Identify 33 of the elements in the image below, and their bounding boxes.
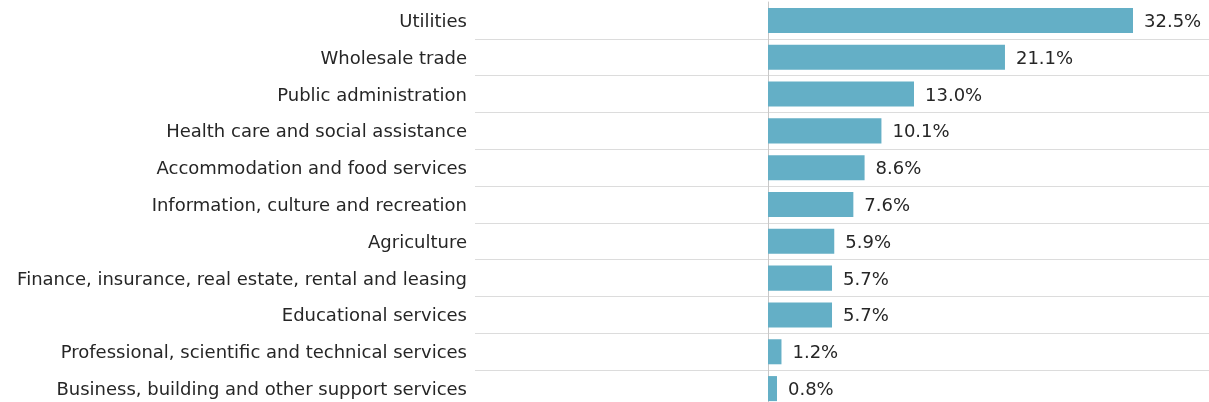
data-label: 10.1%: [892, 120, 950, 142]
bar: [768, 155, 865, 181]
data-label: 21.1%: [1015, 46, 1074, 68]
bar: [768, 191, 854, 218]
y-tick-label: Wholesale trade: [320, 46, 467, 68]
y-tick-label: Business, building and other support services: [56, 378, 467, 400]
y-tick-label: Health care and social assistance: [166, 120, 467, 142]
data-label: 13.0%: [925, 83, 983, 105]
data-label: 1.2%: [792, 341, 839, 363]
bar: [768, 44, 1005, 70]
data-label: 0.8%: [787, 378, 834, 400]
data-label: 8.6%: [875, 157, 922, 179]
y-tick-label: Information, culture and recreation: [151, 194, 467, 215]
bar: [768, 376, 777, 402]
data-label: 5.7%: [843, 267, 889, 289]
bar: [768, 228, 835, 254]
data-label: 32.5%: [1144, 9, 1202, 31]
bar: [768, 302, 833, 328]
y-tick-label: Public administration: [277, 83, 467, 105]
bar: [768, 7, 1133, 33]
y-tick-label: Agriculture: [368, 230, 467, 252]
y-tick-label: Educational services: [281, 304, 467, 326]
data-label: 7.6%: [864, 194, 911, 215]
y-tick-label: Utilities: [399, 9, 467, 31]
data-label: 5.9%: [845, 230, 891, 252]
bar: [768, 265, 833, 291]
y-tick-label: Accommodation and food services: [156, 157, 467, 179]
y-tick-label: Professional, scientific and technical services: [60, 341, 467, 363]
data-label: 5.7%: [843, 304, 889, 326]
bar: [768, 81, 914, 107]
bar: [768, 339, 782, 365]
y-tick-label: Finance, insurance, real estate, rental and leasing: [17, 267, 467, 289]
bar: [768, 118, 882, 144]
